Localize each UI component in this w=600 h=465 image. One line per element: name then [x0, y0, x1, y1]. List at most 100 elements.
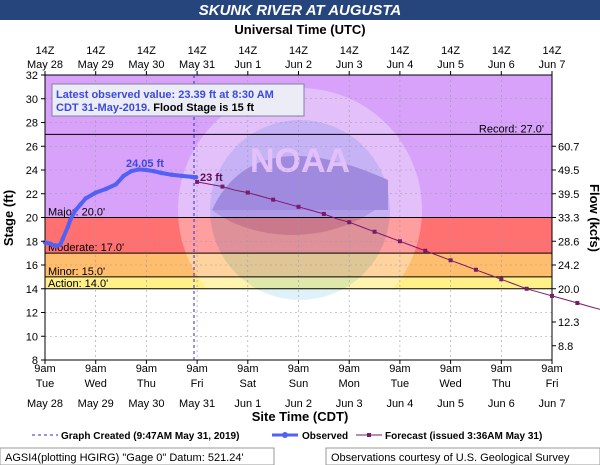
- right-tick-label: 12.3: [558, 317, 579, 329]
- forecast-line: [197, 181, 600, 310]
- bottom-tick-label-date: Jun 4: [386, 398, 413, 410]
- bottom-tick-label-day: Thu: [137, 378, 156, 390]
- stage-label-minor: Minor: 15.0': [48, 266, 105, 278]
- top-tick-label-time: 14Z: [543, 45, 562, 57]
- legend: Graph Created (9:47AM May 31, 2019) Obse…: [32, 431, 542, 442]
- observed-point: [179, 173, 185, 179]
- observed-point: [58, 242, 63, 248]
- forecast-point: [550, 293, 554, 298]
- left-tick-label: 12: [26, 308, 38, 320]
- top-tick-label-date: May 31: [179, 59, 215, 71]
- bottom-tick-label-time: 9am: [338, 363, 359, 375]
- footer-courtesy: Observations courtesy of U.S. Geological…: [331, 452, 570, 464]
- right-tick-label: 49.5: [558, 165, 579, 177]
- flood-stage-text: Flood Stage is 15 ft: [153, 102, 254, 114]
- bottom-axis-title: Site Time (CDT): [252, 409, 349, 424]
- stage-label-record: Record: 27.0': [479, 123, 544, 135]
- left-tick-label: 20: [26, 213, 38, 225]
- top-tick-label-time: 14Z: [188, 45, 207, 57]
- bottom-tick-label-date: May 29: [78, 398, 114, 410]
- bottom-tick-label-day: Tue: [36, 378, 55, 390]
- bottom-tick-label-day: Thu: [492, 378, 511, 390]
- right-axis-title: Flow (kcfs): [587, 184, 600, 252]
- bottom-tick-label-date: May 31: [179, 398, 215, 410]
- forecast-point: [321, 211, 326, 216]
- bottom-tick-label-day: Tue: [391, 378, 410, 390]
- left-tick-label: 18: [26, 236, 38, 248]
- bottom-tick-label-day: Sat: [240, 378, 257, 390]
- bottom-tick-label-time: 9am: [440, 363, 461, 375]
- legend-graph-created: Graph Created (9:47AM May 31, 2019): [61, 431, 239, 442]
- legend-forecast-marker: [367, 433, 371, 437]
- observed-point: [144, 167, 149, 173]
- forecast-point: [524, 286, 529, 291]
- observed-point: [169, 172, 174, 177]
- left-tick-label: 30: [26, 94, 38, 106]
- bottom-tick-label-date: Jun 5: [437, 398, 464, 410]
- bottom-tick-label-time: 9am: [237, 363, 258, 375]
- observed-point: [193, 175, 199, 180]
- legend-observed: Observed: [302, 431, 348, 442]
- top-tick-label-time: 14Z: [289, 45, 308, 57]
- bottom-tick-label-time: 9am: [288, 363, 309, 375]
- right-tick-label: 8.8: [558, 341, 573, 353]
- svg-text:NOAA: NOAA: [250, 142, 350, 180]
- stage-label-moderate: Moderate: 17.0': [48, 242, 124, 254]
- latest-value-box: Latest observed value: 23.39 ft at 8:30 …: [51, 83, 305, 117]
- top-tick-label-date: May 29: [78, 59, 114, 71]
- observed-point: [60, 236, 65, 242]
- bottom-tick-label-time: 9am: [389, 363, 410, 375]
- forecast-point: [372, 229, 377, 234]
- left-tick-label: 32: [26, 70, 38, 82]
- bottom-tick-label-date: Jun 6: [488, 398, 515, 410]
- right-axis: 8.8 12.3 20.0 24.2 28.6 33.3 39.5 49.5 60.7: [552, 141, 579, 353]
- top-tick-label-time: 14Z: [86, 45, 105, 57]
- forecast-point: [296, 204, 301, 209]
- forecast-point: [397, 239, 402, 244]
- top-tick-label-date: Jun 3: [336, 59, 363, 71]
- right-tick-label: 33.3: [558, 213, 579, 225]
- right-tick-label: 39.5: [558, 189, 579, 201]
- right-tick-label: 60.7: [558, 141, 579, 153]
- latest-value-line1: Latest observed value: 23.39 ft at 8:30 …: [56, 89, 274, 101]
- left-tick-label: 14: [26, 284, 38, 296]
- forecast-series: [195, 179, 600, 310]
- right-tick-label: 28.6: [558, 236, 579, 248]
- bottom-tick-label-date: Jun 2: [285, 398, 312, 410]
- observed-point: [151, 168, 157, 174]
- stage-label-action: Action: 14.0': [48, 278, 108, 290]
- left-tick-label: 22: [26, 189, 38, 201]
- top-tick-label-date: Jun 5: [437, 59, 464, 71]
- left-tick-label: 24: [26, 165, 38, 177]
- top-tick-label-time: 14Z: [340, 45, 359, 57]
- observed-point: [83, 196, 88, 201]
- forecast-start-label: 23 ft: [200, 172, 223, 184]
- stage-label-major: Major: 20.0': [48, 207, 105, 219]
- latest-value-line2: CDT 31-May-2019.: [56, 102, 153, 114]
- bottom-tick-label-time: 9am: [186, 363, 207, 375]
- bottom-tick-label-day: Sun: [289, 378, 309, 390]
- observed-point: [103, 186, 109, 192]
- footer-datum: AGSI4(plotting HGIRG) "Gage 0" Datum: 52…: [5, 452, 244, 464]
- forecast-point: [423, 248, 428, 253]
- top-tick-label-date: Jun 6: [488, 59, 515, 71]
- observed-point: [73, 208, 78, 213]
- chart-title: SKUNK RIVER AT AUGUSTA: [199, 2, 402, 19]
- observed-point: [113, 182, 119, 187]
- forecast-point: [499, 277, 504, 282]
- bottom-tick-label-date: Jun 3: [336, 398, 363, 410]
- left-tick-label: 28: [26, 118, 38, 130]
- top-tick-label-date: Jun 1: [234, 59, 261, 71]
- top-tick-label-date: Jun 4: [386, 59, 413, 71]
- observed-point: [52, 243, 58, 249]
- left-axis-title: Stage (ft): [1, 190, 16, 246]
- bottom-tick-label-date: Jun 1: [234, 398, 261, 410]
- bottom-tick-label-day: Fri: [191, 378, 204, 390]
- observed-point: [78, 202, 83, 207]
- top-tick-label-time: 14Z: [137, 45, 156, 57]
- top-tick-label-time: 14Z: [441, 45, 460, 57]
- bottom-tick-label-date: May 28: [27, 398, 63, 410]
- left-tick-label: 10: [26, 331, 38, 343]
- forecast-point: [575, 301, 580, 305]
- bottom-tick-label-time: 9am: [85, 363, 106, 375]
